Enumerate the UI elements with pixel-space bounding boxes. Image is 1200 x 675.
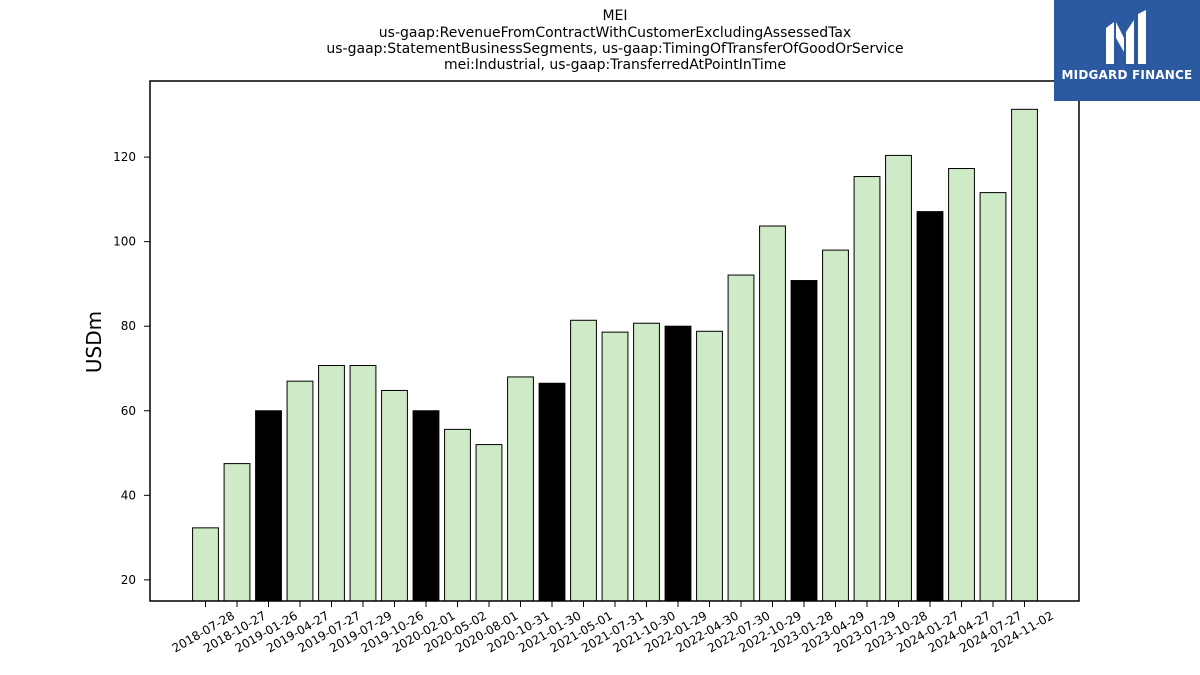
bar bbox=[1011, 108, 1038, 602]
bar bbox=[853, 176, 881, 602]
y-tick-label: 60 bbox=[121, 404, 136, 418]
chart-title: MEIus-gaap:RevenueFromContractWithCustom… bbox=[326, 8, 903, 73]
bar bbox=[475, 444, 503, 602]
bar bbox=[727, 274, 755, 602]
bar bbox=[538, 382, 566, 602]
bar bbox=[601, 331, 629, 602]
bar bbox=[979, 192, 1007, 602]
logo-text: MIDGARD FINANCE bbox=[1061, 68, 1193, 82]
y-axis-label: USDm bbox=[82, 311, 106, 373]
midgard-finance-logo: MIDGARD FINANCE bbox=[1054, 0, 1200, 101]
y-tick-label: 80 bbox=[121, 319, 136, 333]
chart-title-line: MEI bbox=[602, 8, 627, 24]
bar bbox=[381, 389, 408, 602]
bar bbox=[570, 319, 597, 602]
x-axis: 2018-07-282018-10-272019-01-262019-04-27… bbox=[170, 601, 1056, 655]
bar bbox=[444, 428, 471, 602]
bar bbox=[696, 330, 723, 602]
bar bbox=[318, 365, 345, 602]
bar bbox=[507, 376, 534, 602]
bar bbox=[192, 527, 219, 602]
y-tick-label: 20 bbox=[121, 573, 136, 587]
bar bbox=[885, 154, 912, 602]
bar bbox=[255, 410, 282, 602]
y-tick-label: 100 bbox=[113, 235, 136, 249]
chart-title-line: us-gaap:StatementBusinessSegments, us-ga… bbox=[326, 41, 903, 57]
bar bbox=[759, 225, 786, 602]
y-tick-label: 120 bbox=[113, 150, 136, 164]
chart-title-line: us-gaap:RevenueFromContractWithCustomerE… bbox=[379, 25, 851, 41]
bar bbox=[790, 280, 818, 602]
y-tick-label: 40 bbox=[121, 488, 136, 502]
bar bbox=[223, 463, 251, 602]
bar bbox=[412, 410, 440, 602]
bar bbox=[286, 380, 314, 602]
bars bbox=[192, 108, 1038, 602]
bar bbox=[664, 325, 692, 602]
bar bbox=[916, 211, 944, 602]
bar bbox=[633, 322, 660, 602]
bar bbox=[822, 249, 849, 602]
bar bbox=[948, 168, 975, 602]
bar bbox=[349, 365, 377, 602]
chart-title-line: mei:Industrial, us-gaap:TransferredAtPoi… bbox=[444, 57, 786, 73]
y-axis: 20 40 60 80 100 120 bbox=[113, 150, 150, 587]
midgard-logo-icon bbox=[1106, 10, 1146, 64]
